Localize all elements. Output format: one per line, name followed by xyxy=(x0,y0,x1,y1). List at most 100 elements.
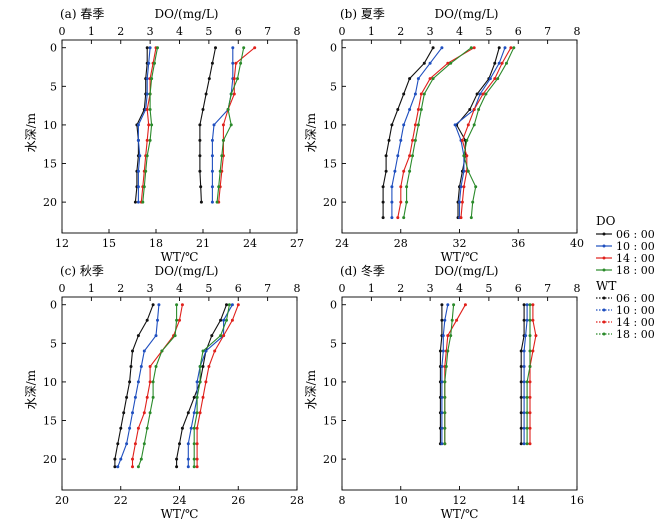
do-point xyxy=(390,200,394,204)
wt-point xyxy=(462,169,466,173)
legend-do-marker xyxy=(602,232,606,236)
wt-line xyxy=(455,47,500,218)
do-point xyxy=(150,123,154,127)
wt-axis-title: WT/℃ xyxy=(161,250,199,264)
do-point xyxy=(113,457,117,461)
wt-point xyxy=(465,154,469,158)
wt-point xyxy=(198,169,202,173)
wt-point xyxy=(195,411,199,415)
do-tick-label: 5 xyxy=(485,25,492,38)
wt-series-4 xyxy=(215,46,246,204)
wt-point xyxy=(225,318,228,322)
do-line xyxy=(137,304,178,467)
do-point xyxy=(119,457,123,461)
do-series-4 xyxy=(136,303,179,469)
wt-point xyxy=(525,303,529,307)
wt-point xyxy=(192,457,196,461)
do-point xyxy=(472,46,476,50)
do-point xyxy=(396,108,400,111)
do-tick-label: 5 xyxy=(205,282,212,295)
do-point xyxy=(431,46,435,50)
do-point xyxy=(131,349,134,353)
depth-tick-label: 10 xyxy=(43,376,57,389)
wt-point xyxy=(458,200,461,204)
wt-point xyxy=(459,216,463,220)
depth-tick-label: 20 xyxy=(43,453,57,466)
wt-point xyxy=(460,200,464,204)
wt-point xyxy=(201,395,205,399)
wt-point xyxy=(195,465,199,469)
wt-line xyxy=(176,304,228,467)
wt-point xyxy=(180,426,184,430)
wt-point xyxy=(522,318,526,322)
do-point xyxy=(413,138,417,142)
wt-axis-title: WT/℃ xyxy=(441,250,479,264)
wt-point xyxy=(528,365,532,368)
do-tick-label: 1 xyxy=(88,282,95,295)
do-tick-label: 5 xyxy=(205,25,212,38)
do-tick-label: 4 xyxy=(456,25,463,38)
do-point xyxy=(131,411,134,415)
wt-point xyxy=(212,123,216,127)
wt-point xyxy=(519,395,523,399)
wt-point xyxy=(192,442,196,446)
do-point xyxy=(128,380,132,384)
wt-point xyxy=(519,365,523,368)
do-point xyxy=(443,426,447,430)
do-point xyxy=(148,46,152,50)
wt-point xyxy=(528,303,532,307)
do-point xyxy=(125,395,129,399)
do-line xyxy=(382,47,434,218)
do-point xyxy=(455,318,459,322)
do-point xyxy=(402,123,406,127)
wt-series-2 xyxy=(210,46,235,204)
do-tick-label: 0 xyxy=(339,25,346,38)
wt-point xyxy=(522,426,526,430)
do-line xyxy=(441,304,449,444)
legend-do-time: 10 : 00 xyxy=(616,240,655,253)
do-tick-label: 2 xyxy=(397,282,404,295)
do-point xyxy=(116,465,120,469)
do-point xyxy=(148,108,152,111)
wt-point xyxy=(217,185,221,189)
wt-point xyxy=(534,334,538,338)
depth-tick-label: 20 xyxy=(323,196,337,209)
wt-point xyxy=(528,318,532,322)
do-line xyxy=(444,304,455,444)
do-tick-label: 6 xyxy=(235,25,242,38)
do-point xyxy=(419,108,423,111)
do-tick-label: 2 xyxy=(117,25,124,38)
do-point xyxy=(145,395,149,399)
wt-point xyxy=(519,380,523,384)
do-point xyxy=(411,154,414,158)
wt-tick-label: 36 xyxy=(511,237,525,250)
do-point xyxy=(393,169,397,173)
do-tick-label: 0 xyxy=(59,25,66,38)
wt-point xyxy=(468,108,472,111)
do-point xyxy=(450,318,454,322)
legend-wt-marker xyxy=(602,296,606,300)
wt-point xyxy=(199,200,203,204)
do-point xyxy=(416,123,420,127)
wt-point xyxy=(478,92,482,96)
depth-tick-label: 20 xyxy=(43,196,57,209)
do-point xyxy=(408,77,412,81)
wt-point xyxy=(462,185,466,189)
wt-tick-label: 18 xyxy=(149,237,163,250)
wt-point xyxy=(525,411,529,415)
wt-point xyxy=(210,138,214,142)
wt-point xyxy=(497,61,501,65)
wt-point xyxy=(207,365,211,368)
wt-point xyxy=(220,154,224,158)
do-series-1 xyxy=(133,46,149,204)
wt-point xyxy=(218,169,222,173)
wt-series-3 xyxy=(528,303,538,446)
do-point xyxy=(136,465,140,469)
legend-do-time: 14 : 00 xyxy=(616,252,655,265)
wt-point xyxy=(186,465,190,469)
wt-point xyxy=(198,123,202,127)
wt-point xyxy=(500,61,504,65)
wt-series-1 xyxy=(198,46,217,204)
wt-tick-label: 24 xyxy=(243,237,257,250)
do-series-2 xyxy=(136,46,152,204)
